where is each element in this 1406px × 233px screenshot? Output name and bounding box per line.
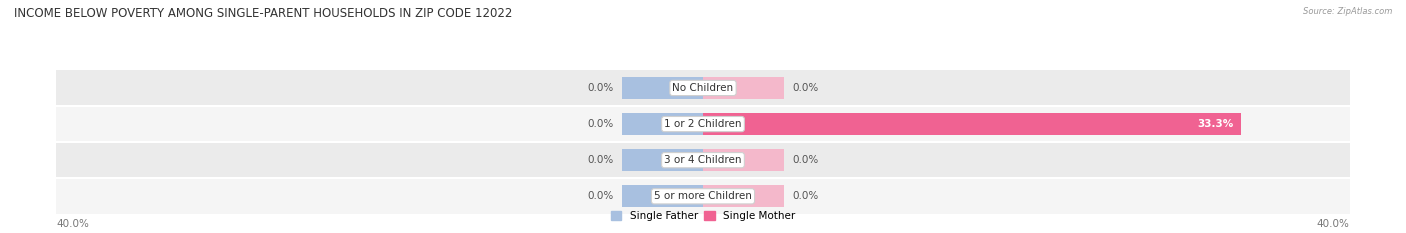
Text: No Children: No Children xyxy=(672,83,734,93)
Text: 0.0%: 0.0% xyxy=(588,119,614,129)
Text: 40.0%: 40.0% xyxy=(1317,219,1350,229)
Text: 0.0%: 0.0% xyxy=(792,155,818,165)
Bar xyxy=(623,185,703,207)
Text: 33.3%: 33.3% xyxy=(1197,119,1233,129)
Bar xyxy=(623,77,703,99)
Text: 1 or 2 Children: 1 or 2 Children xyxy=(664,119,742,129)
Text: 0.0%: 0.0% xyxy=(792,83,818,93)
Bar xyxy=(703,149,785,171)
Bar xyxy=(56,142,1350,178)
Bar xyxy=(703,113,1241,135)
Text: INCOME BELOW POVERTY AMONG SINGLE-PARENT HOUSEHOLDS IN ZIP CODE 12022: INCOME BELOW POVERTY AMONG SINGLE-PARENT… xyxy=(14,7,512,20)
Bar xyxy=(56,70,1350,106)
Bar xyxy=(703,77,785,99)
Text: Source: ZipAtlas.com: Source: ZipAtlas.com xyxy=(1302,7,1392,16)
Bar xyxy=(56,178,1350,214)
Text: 0.0%: 0.0% xyxy=(588,83,614,93)
Text: 0.0%: 0.0% xyxy=(588,191,614,201)
Text: 0.0%: 0.0% xyxy=(792,191,818,201)
Bar xyxy=(623,113,703,135)
Text: 0.0%: 0.0% xyxy=(588,155,614,165)
Text: 40.0%: 40.0% xyxy=(56,219,89,229)
Legend: Single Father, Single Mother: Single Father, Single Mother xyxy=(607,207,799,226)
Bar xyxy=(623,149,703,171)
Bar xyxy=(703,185,785,207)
Text: 5 or more Children: 5 or more Children xyxy=(654,191,752,201)
Bar xyxy=(56,106,1350,142)
Text: 3 or 4 Children: 3 or 4 Children xyxy=(664,155,742,165)
